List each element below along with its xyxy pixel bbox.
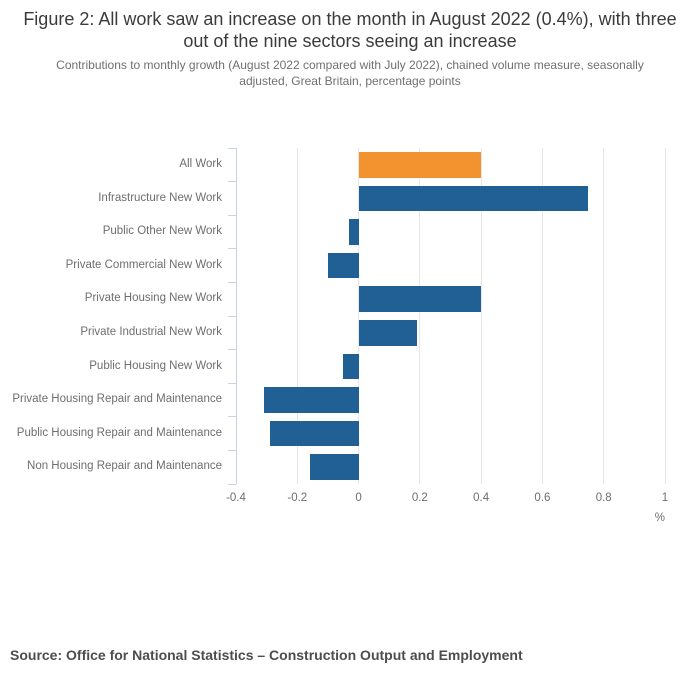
y-axis-tick xyxy=(228,147,236,149)
category-label-private-housing-repair-and-maintenance: Private Housing Repair and Maintenance xyxy=(12,393,222,406)
y-axis-tick xyxy=(228,483,236,485)
source-note: Source: Office for National Statistics –… xyxy=(10,647,523,663)
chart-title: Figure 2: All work saw an increase on th… xyxy=(23,9,677,51)
x-tick-label: 0.2 xyxy=(411,492,428,504)
x-tick-label: 1 xyxy=(661,492,669,504)
x-tick-label: -0.4 xyxy=(226,492,246,504)
y-axis-tick xyxy=(228,181,236,183)
gridline xyxy=(603,148,605,484)
bar-private-housing-new-work[interactable] xyxy=(358,286,482,312)
chart-subtitle: Contributions to monthly growth (August … xyxy=(56,58,644,88)
category-label-public-housing-repair-and-maintenance: Public Housing Repair and Maintenance xyxy=(16,426,222,439)
bar-all-work[interactable] xyxy=(358,152,482,178)
bar-private-commercial-new-work[interactable] xyxy=(327,252,359,279)
gridline xyxy=(358,148,360,484)
y-axis-tick xyxy=(228,349,236,351)
category-label-all-work: All Work xyxy=(179,158,222,170)
bar-public-other-new-work[interactable] xyxy=(349,219,359,245)
category-label-private-industrial-new-work: Private Industrial New Work xyxy=(80,326,222,338)
y-axis-tick xyxy=(228,416,236,418)
bar-non-housing-repair-and-maintenance[interactable] xyxy=(309,454,359,480)
category-label-private-commercial-new-work: Private Commercial New Work xyxy=(65,258,222,271)
category-label-infrastructure-new-work: Infrastructure New Work xyxy=(98,191,222,204)
bar-private-industrial-new-work[interactable] xyxy=(358,320,417,346)
bar-private-housing-repair-and-maintenance[interactable] xyxy=(263,387,359,413)
y-axis-line xyxy=(235,148,237,484)
x-tick-label: 0.4 xyxy=(473,492,490,504)
x-tick-label: 0 xyxy=(355,492,362,504)
x-tick-label: -0.2 xyxy=(287,492,308,504)
x-tick-label: 0.6 xyxy=(534,492,551,504)
category-label-non-housing-repair-and-maintenance: Non Housing Repair and Maintenance xyxy=(27,460,222,473)
y-axis-tick xyxy=(228,214,236,216)
gridline xyxy=(480,148,482,484)
y-axis-tick xyxy=(228,315,236,317)
gridline xyxy=(664,148,666,484)
y-axis-tick xyxy=(228,281,236,283)
category-label-public-housing-new-work: Public Housing New Work xyxy=(89,359,222,372)
y-axis-tick xyxy=(228,382,236,384)
gridline xyxy=(296,148,298,484)
gridline xyxy=(541,148,543,484)
y-axis-tick xyxy=(228,449,236,451)
bar-infrastructure-new-work[interactable] xyxy=(358,185,589,212)
x-axis-unit-label: % xyxy=(654,512,665,524)
x-tick-label: 0.8 xyxy=(595,492,612,504)
y-axis-tick xyxy=(228,248,236,250)
category-label-private-housing-new-work: Private Housing New Work xyxy=(84,292,222,305)
bar-public-housing-repair-and-maintenance[interactable] xyxy=(269,420,359,447)
category-label-public-other-new-work: Public Other New Work xyxy=(102,225,222,238)
gridline xyxy=(419,148,421,484)
bar-public-housing-new-work[interactable] xyxy=(343,353,359,380)
